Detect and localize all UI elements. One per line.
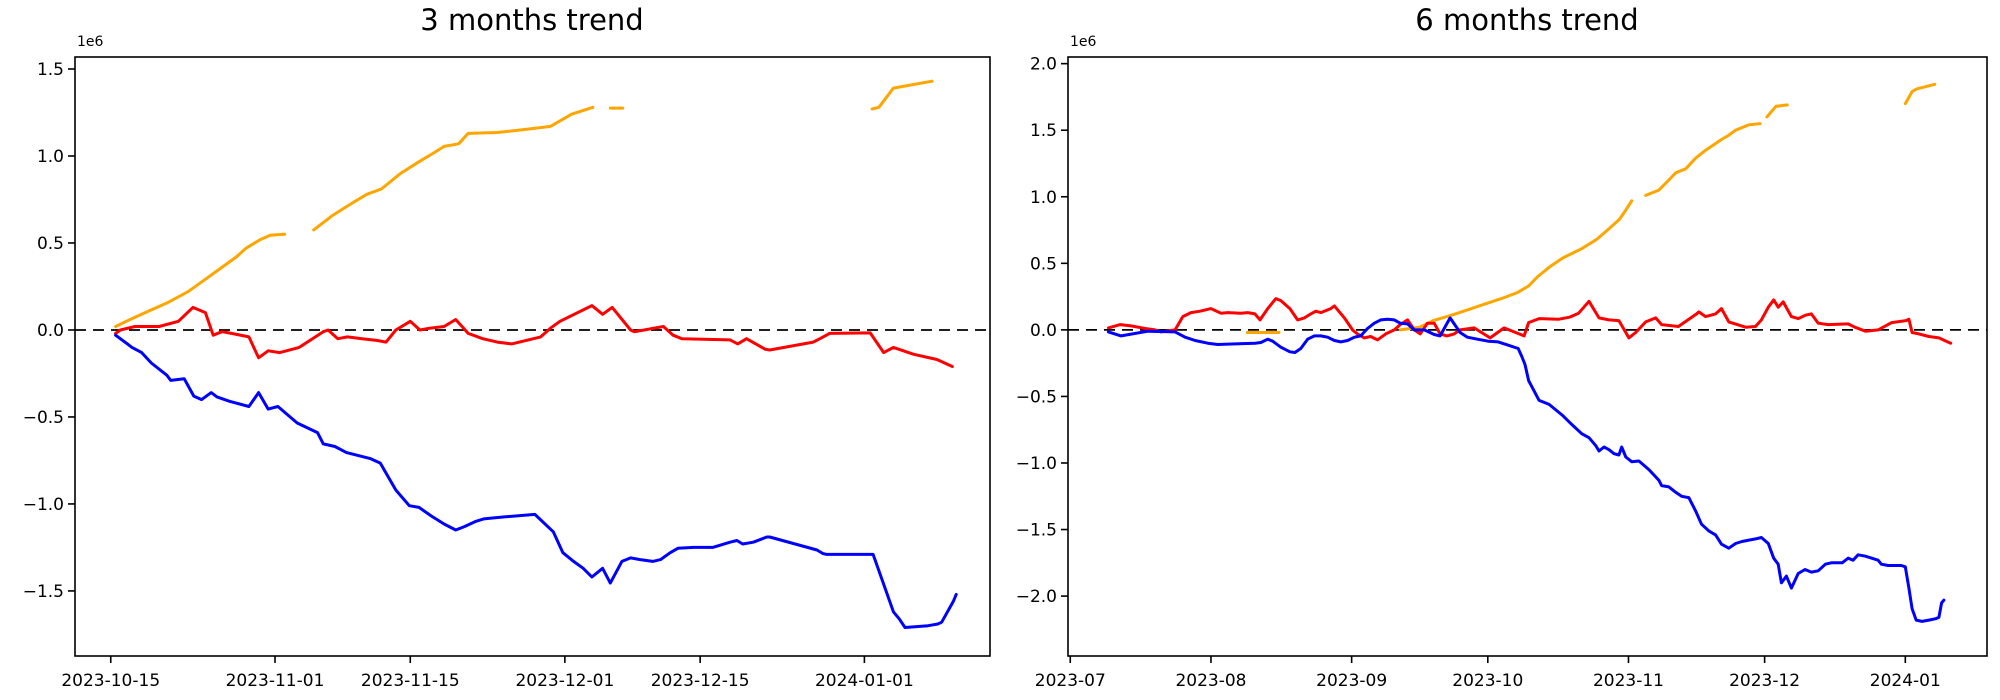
orange-line	[312, 105, 595, 232]
y-tick-label: −0.5	[23, 408, 64, 428]
x-tick-label: 2023-12	[1729, 671, 1800, 691]
y-axis-offset-label: 1e6	[77, 34, 104, 50]
x-tick-label: 2023-08	[1175, 671, 1246, 691]
x-tick-label: 2023-09	[1316, 671, 1387, 691]
orange-line	[1765, 103, 1789, 119]
blue-line	[114, 333, 958, 629]
orange-line	[1644, 122, 1762, 197]
y-tick-label: −1.5	[1016, 521, 1057, 541]
y-tick-label: −1.0	[1016, 454, 1057, 474]
x-tick-label: 2023-11-15	[361, 671, 460, 691]
y-tick-label: 0.5	[1030, 254, 1057, 274]
y-axis-offset-label: 1e6	[1070, 34, 1097, 50]
x-tick-label: 2024-01	[1870, 671, 1941, 691]
chart-title-3-months: 3 months trend	[420, 3, 644, 37]
red-line	[114, 304, 954, 368]
chart-title-6-months: 6 months trend	[1415, 3, 1639, 37]
y-tick-label: 1.5	[37, 60, 64, 80]
y-tick-label: −0.5	[1016, 387, 1057, 407]
plot-border	[1067, 56, 1988, 657]
blue-line	[1106, 316, 1946, 623]
plot-border	[74, 56, 991, 657]
x-tick-label: 2023-10	[1452, 671, 1523, 691]
y-tick-label: 0.0	[37, 321, 64, 341]
x-tick-label: 2023-07	[1035, 671, 1106, 691]
y-tick-label: −1.5	[23, 582, 64, 602]
y-tick-label: 1.5	[1030, 121, 1057, 141]
y-tick-label: 1.0	[1030, 188, 1057, 208]
x-tick-label: 2023-11-01	[226, 671, 325, 691]
y-tick-label: −1.0	[23, 495, 64, 515]
red-line	[1106, 297, 1953, 345]
x-tick-label: 2023-11	[1593, 671, 1664, 691]
x-tick-label: 2023-12-01	[515, 671, 614, 691]
chart-1: 2023-07 2023-08 2023-09 2023-10 2023-11 2023-…	[1016, 55, 1988, 691]
y-tick-label: 1.0	[37, 147, 64, 167]
x-tick-label: 2023-12-15	[651, 671, 750, 691]
y-tick-label: −2.0	[1016, 587, 1057, 607]
x-tick-label: 2024-01-01	[815, 671, 914, 691]
y-tick-label: 2.0	[1030, 55, 1057, 75]
y-tick-label: 0.5	[37, 234, 64, 254]
orange-line	[870, 79, 934, 111]
orange-line	[1903, 82, 1937, 106]
orange-line	[114, 232, 287, 328]
chart-0: 2023-10-15 2023-11-01 2023-11-15 2023-12-01…	[23, 56, 991, 691]
x-tick-label: 2023-10-15	[61, 671, 160, 691]
orange-line	[1398, 199, 1634, 332]
y-tick-label: 0.0	[1030, 321, 1057, 341]
